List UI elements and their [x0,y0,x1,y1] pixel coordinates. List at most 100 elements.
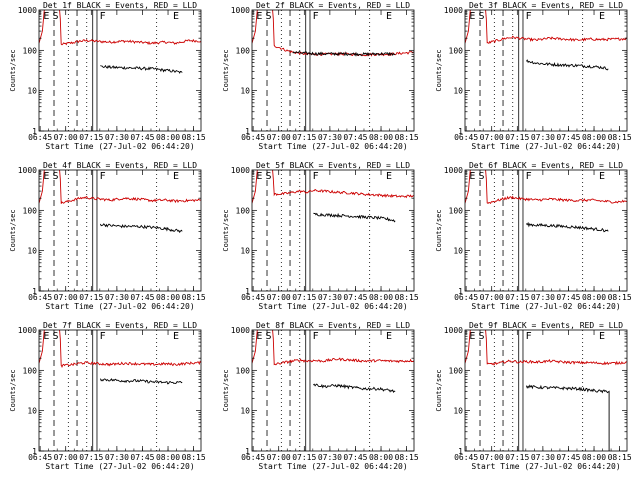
x-tick-label: 07:30 [105,453,129,462]
event-lines [479,330,584,451]
panel-title: Det 6f BLACK = Events, RED = LLD [469,161,623,170]
x-axis-label: Start Time (27-Jul-02 06:44:20) [45,462,194,471]
event-marker-label: S [478,171,484,182]
event-marker-label: F [313,11,319,22]
event-lines [479,10,584,131]
panel-title: Det 2f BLACK = Events, RED = LLD [256,1,410,10]
event-marker-label: E [256,171,262,182]
x-tick-label: 08:00 [582,133,606,142]
x-tick-label: 08:00 [369,453,393,462]
x-tick-label: 06:45 [28,133,52,142]
x-tick-label: 07:00 [480,133,504,142]
y-tick-label: 10 [240,87,250,96]
y-tick-label: 100 [23,46,38,55]
y-tick-label: 1000 [18,326,37,335]
x-tick-label: 07:15 [505,453,529,462]
series-group [252,10,414,57]
x-tick-label: 06:45 [454,133,478,142]
x-tick-label: 07:30 [105,293,129,302]
plot-frame [38,329,202,452]
y-tick-label: 1 [32,287,37,296]
series-events [526,59,609,71]
x-tick-label: 08:15 [182,453,206,462]
series-events [313,212,396,223]
x-tick-label: 08:15 [608,453,632,462]
series-events [100,64,183,74]
x-tick-label: 07:00 [54,293,78,302]
event-marker-label: S [265,171,271,182]
x-axis-label: Start Time (27-Jul-02 06:44:20) [471,302,620,311]
panel-title: Det 7f BLACK = Events, RED = LLD [43,321,197,330]
y-tick-label: 100 [236,206,251,215]
x-tick-label: 07:30 [318,453,342,462]
plot-frame [251,329,415,452]
event-marker-label: E [256,331,262,342]
x-tick-label: 07:15 [79,293,103,302]
series-lld [39,10,201,46]
plot-frame [251,9,415,132]
x-tick-label: 07:30 [531,293,555,302]
x-tick-label: 08:00 [369,293,393,302]
event-marker-label: E [256,11,262,22]
event-lines [53,170,158,291]
plot-frame [38,9,202,132]
y-tick-label: 1 [458,287,463,296]
event-marker-label: E [43,11,49,22]
event-marker-label: E [386,11,392,22]
x-axis-label: Start Time (27-Jul-02 06:44:20) [258,302,407,311]
x-axis-label: Start Time (27-Jul-02 06:44:20) [45,142,194,151]
event-marker-label: E [599,331,605,342]
x-tick-label: 07:15 [292,293,316,302]
x-tick-label: 08:00 [156,293,180,302]
x-tick-label: 07:00 [267,293,291,302]
event-marker-label: E [386,331,392,342]
y-tick-label: 1000 [18,6,37,15]
x-tick-label: 08:15 [395,293,419,302]
event-marker-label: F [100,11,106,22]
series-group [252,170,414,223]
series-lld [465,330,627,366]
x-tick-label: 08:15 [608,133,632,142]
event-marker-label: F [313,331,319,342]
event-marker-label: E [469,171,475,182]
x-tick-label: 07:45 [130,293,154,302]
y-tick-label: 1 [32,127,37,136]
x-axis-label: Start Time (27-Jul-02 06:44:20) [45,302,194,311]
series-lld [465,170,627,204]
x-axis-label: Start Time (27-Jul-02 06:44:20) [471,142,620,151]
x-tick-label: 07:00 [480,453,504,462]
event-lines [479,170,584,291]
x-tick-label: 07:30 [318,293,342,302]
x-tick-label: 06:45 [241,133,265,142]
x-tick-label: 08:15 [395,453,419,462]
x-tick-label: 08:15 [182,293,206,302]
y-tick-label: 100 [236,46,251,55]
y-tick-label: 100 [23,366,38,375]
x-tick-label: 07:45 [130,133,154,142]
panel-title: Det 8f BLACK = Events, RED = LLD [256,321,410,330]
event-marker-label: S [265,11,271,22]
series-lld [252,170,414,204]
x-tick-label: 07:30 [531,133,555,142]
y-tick-label: 1 [458,127,463,136]
plot-frame [464,9,628,132]
x-axis-label: Start Time (27-Jul-02 06:44:20) [471,462,620,471]
event-marker-label: E [43,171,49,182]
event-lines [266,10,371,131]
x-tick-label: 08:15 [182,133,206,142]
y-tick-label: 10 [27,407,37,416]
event-marker-label: E [173,11,179,22]
y-tick-label: 1 [32,447,37,456]
y-tick-label: 1000 [444,166,463,175]
panel-title: Det 3f BLACK = Events, RED = LLD [469,1,623,10]
y-tick-label: 10 [453,87,463,96]
event-marker-label: F [526,171,532,182]
x-tick-label: 07:45 [343,133,367,142]
